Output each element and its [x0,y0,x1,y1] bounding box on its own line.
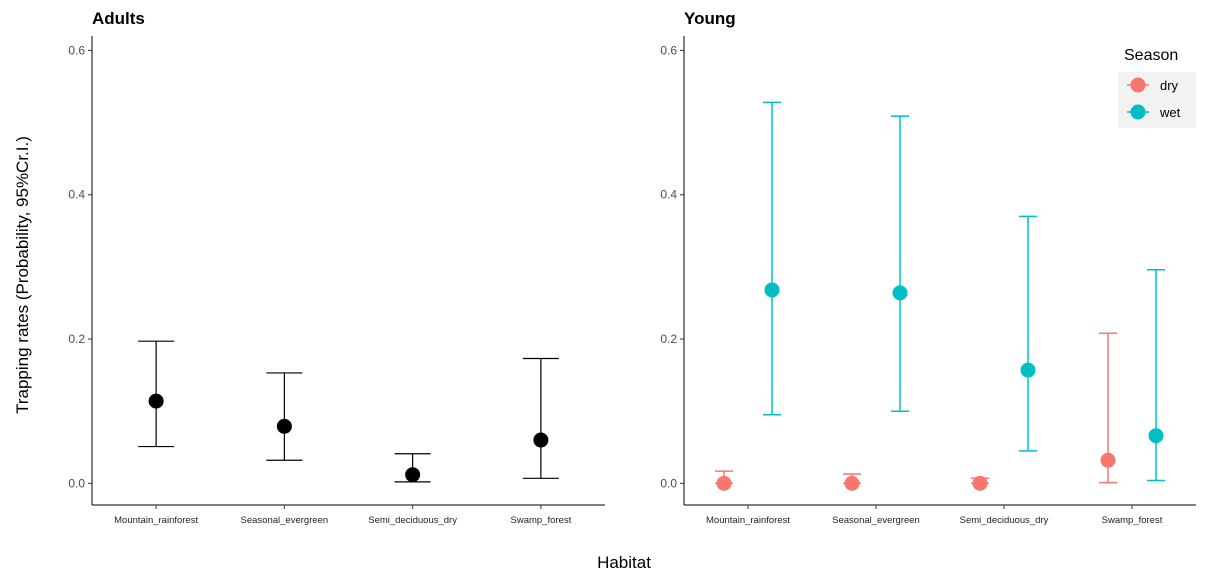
panel-adults: 0.0 0.2 0.4 0.6 Mountain_rainforest Seasonal_… [68,36,605,526]
y-tick-label: 0.0 [660,476,677,490]
legend-key-point [1130,77,1146,93]
x-tick-label: Mountain_rainforest [706,515,790,526]
x-tick-label: Mountain_rainforest [114,515,198,526]
x-tick-label: Semi_deciduous_dry [368,515,457,526]
data-point [276,418,292,434]
y-tick-label: 0.0 [68,476,85,490]
panel-title-young: Young [684,9,736,28]
panel-title-adults: Adults [92,9,145,28]
data-point [764,282,780,298]
legend-label-wet: wet [1159,105,1181,120]
data-point [148,393,164,409]
data-point [533,432,549,448]
legend-box [1118,72,1196,128]
data-point [1148,428,1164,444]
data-point [1100,452,1116,468]
y-tick-label: 0.4 [660,188,677,202]
data-point [405,467,421,483]
y-tick-label: 0.2 [68,332,85,346]
y-tick-label: 0.6 [660,43,677,57]
data-point [716,475,732,491]
panel-young: 0.0 0.2 0.4 0.6 Mountain_rainforest Seasonal_… [660,36,1196,526]
legend: Season dry wet [1118,47,1196,128]
data-point [1020,362,1036,378]
x-axis-title: Habitat [597,553,651,572]
legend-key-point [1130,104,1146,120]
y-axis-title: Trapping rates (Probability, 95%Cr.I.) [13,136,32,414]
data-point [892,285,908,301]
y-tick-label: 0.2 [660,332,677,346]
x-tick-label: Swamp_forest [1102,515,1163,526]
legend-label-dry: dry [1160,78,1179,93]
x-tick-label: Seasonal_evergreen [832,515,920,526]
x-tick-label: Seasonal_evergreen [241,515,329,526]
legend-title: Season [1124,47,1178,64]
y-tick-label: 0.4 [68,188,85,202]
data-point [972,475,988,491]
data-point [844,475,860,491]
y-tick-label: 0.6 [68,43,85,57]
x-tick-label: Swamp_forest [511,515,572,526]
x-tick-label: Semi_deciduous_dry [960,515,1049,526]
